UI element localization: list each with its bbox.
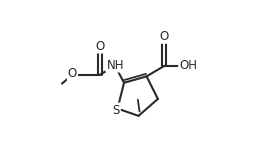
Text: NH: NH: [107, 59, 124, 72]
Text: O: O: [95, 40, 104, 52]
Text: O: O: [160, 30, 169, 43]
Text: OH: OH: [179, 59, 197, 72]
Text: O: O: [68, 67, 77, 80]
Text: S: S: [112, 104, 120, 117]
